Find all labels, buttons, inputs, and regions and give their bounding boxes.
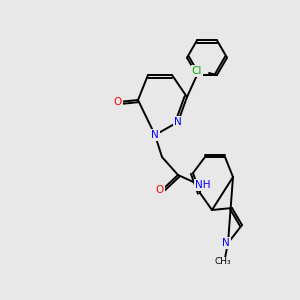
Text: O: O: [156, 185, 164, 195]
Text: CH₃: CH₃: [215, 257, 231, 266]
Text: NH: NH: [195, 180, 211, 190]
Text: N: N: [222, 238, 230, 248]
Text: N: N: [174, 117, 182, 127]
Text: N: N: [151, 130, 159, 140]
Text: Cl: Cl: [192, 66, 202, 76]
Text: O: O: [114, 97, 122, 107]
